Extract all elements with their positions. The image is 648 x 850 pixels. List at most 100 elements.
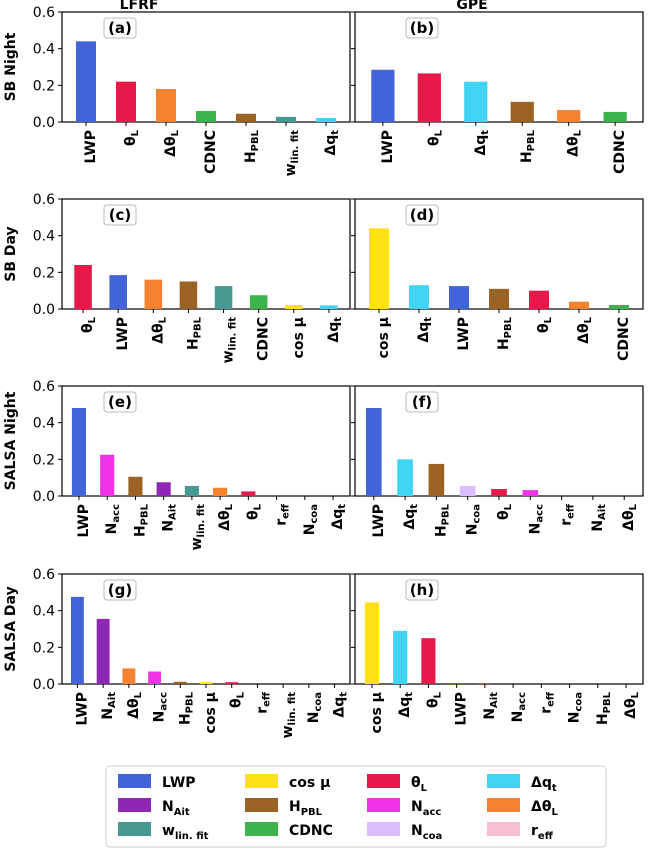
panel-tag-box: [103, 204, 137, 226]
bar-thL: [529, 290, 549, 309]
bar-CDNC: [609, 304, 629, 309]
panel-d: (d) cos μ Δqt LWP HPBL θL ΔθL CDNC: [351, 198, 644, 361]
panel-c: 0.0 0.2 0.4 0.6 SB Day (c) θL LWP ΔθL HPBL wlin. f…: [3, 192, 351, 364]
panel-b: (b) LWP θL Δqt HPBL ΔθL CDNC: [351, 11, 644, 174]
panel-tag-box: [103, 391, 137, 413]
bar-dthL: [213, 487, 228, 496]
xtick-label-NAit: NAit: [590, 504, 608, 532]
legend-label-HPBL: HPBL: [289, 799, 323, 818]
ytick-label: 0.6: [33, 379, 55, 395]
xtick-label-Ncoa: Ncoa: [306, 692, 324, 723]
bar-HPBL: [128, 476, 143, 496]
column-title-gpe: GPE: [456, 0, 487, 13]
xtick-label-Ncoa: Ncoa: [302, 504, 320, 535]
xtick-label-dthL: ΔθL: [576, 316, 594, 343]
xtick-label-wlin: wlin. fit: [189, 504, 207, 551]
legend-label-dthL: ΔθL: [531, 799, 558, 818]
panel-tag-box: [405, 17, 439, 39]
bar-CDNC: [603, 111, 627, 122]
panel-tag: (g): [108, 581, 132, 599]
ytick-label: 0.0: [33, 115, 55, 131]
bar-NAit: [477, 683, 492, 684]
panels: 0.0 0.2 0.4 0.6 SB Night (a) LWP θL ΔθL CDNC HPBL w…: [3, 5, 644, 738]
xtick-label-dthL: ΔθL: [150, 316, 168, 343]
panel-tag-box: [405, 204, 439, 226]
xtick-label-dqt: Δqt: [326, 317, 344, 343]
xtick-label-HPBL: HPBL: [595, 691, 613, 725]
panel-f: (f) LWP Δqt HPBL Ncoa θL Nacc reff NAit ΔθL: [351, 385, 644, 538]
legend-swatch-Nacc: [367, 798, 400, 812]
panel-e: 0.0 0.2 0.4 0.6 SALSA Night (e) LWP Nacc HPBL NAi…: [3, 379, 351, 551]
legend-swatch-cosmu: [245, 774, 278, 788]
ytick-label: 0.2: [33, 452, 55, 468]
bar-HPBL: [179, 281, 198, 309]
panel-tag: (e): [108, 393, 132, 411]
panel-tag: (c): [109, 206, 132, 224]
bar-wlin: [184, 485, 199, 496]
ytick-label: 0.0: [33, 302, 55, 318]
bar-thL: [241, 491, 256, 496]
xtick-label-thL: θL: [496, 503, 514, 520]
xtick-label-dthL: ΔθL: [623, 691, 641, 718]
xtick-label-thL: θL: [426, 129, 444, 146]
legend-swatch-reff: [487, 822, 520, 836]
bar-dqt: [393, 630, 408, 684]
ytick-label: 0.2: [33, 265, 55, 281]
bar-dqt: [320, 305, 338, 309]
bar-LWP: [71, 408, 86, 496]
bar-thL: [74, 265, 92, 309]
bar-thL: [421, 638, 436, 684]
panel-tag-box: [405, 391, 439, 413]
panel-tag: (d): [410, 206, 434, 224]
bar-dthL: [122, 668, 136, 684]
ytick-label: 0.6: [33, 5, 55, 21]
xtick-label-CDNC: CDNC: [203, 130, 219, 174]
legend: LWP cos μ θL Δqt NAit HPBL Nacc ΔθL wlin. fit CDN…: [105, 765, 607, 848]
xtick-label-Nacc: Nacc: [510, 692, 528, 722]
xtick-label-reff: reff: [254, 691, 272, 714]
bar-LWP: [109, 275, 127, 309]
bar-CDNC: [249, 295, 268, 309]
row-label: SALSA Day: [3, 586, 19, 671]
xtick-label-HPBL: HPBL: [496, 316, 514, 350]
xtick-label-thL: θL: [80, 316, 98, 333]
bar-cosmu: [285, 304, 303, 309]
legend-swatch-thL: [367, 774, 400, 788]
axes-frame: [61, 198, 351, 310]
xtick-label-CDNC: CDNC: [612, 130, 628, 174]
panel-a: 0.0 0.2 0.4 0.6 SB Night (a) LWP θL ΔθL CDNC HPBL w…: [3, 5, 351, 177]
bar-dqt: [464, 81, 488, 122]
xtick-label-HPBL: HPBL: [185, 316, 203, 350]
bar-dqt: [409, 285, 429, 309]
bar-HPBL: [236, 113, 256, 122]
ytick-label: 0.4: [33, 42, 55, 58]
xtick-label-LWP: LWP: [115, 317, 131, 351]
bar-cosmu: [364, 602, 379, 684]
bar-LWP: [365, 408, 382, 496]
axes-frame: [354, 573, 644, 685]
legend-swatch-CDNC: [245, 822, 278, 836]
bar-Ncoa: [459, 485, 476, 496]
panel-tag-box: [103, 579, 137, 601]
legend-label-LWP: LWP: [162, 775, 196, 791]
xtick-label-dthL: ΔθL: [566, 129, 584, 156]
legend-label-CDNC: CDNC: [289, 823, 333, 839]
xtick-label-NAit: NAit: [100, 692, 118, 720]
xtick-label-LWP: LWP: [83, 130, 99, 164]
bar-cosmu: [199, 682, 213, 684]
legend-label-wlin: wlin. fit: [162, 823, 209, 842]
bar-dqt: [316, 117, 336, 122]
xtick-label-thL: θL: [536, 316, 554, 333]
panel-tag: (h): [410, 581, 434, 599]
bar-thL: [116, 81, 136, 122]
row-label: SALSA Night: [3, 391, 19, 490]
bar-LWP: [76, 41, 96, 123]
xtick-label-LWP: LWP: [76, 504, 92, 538]
legend-swatch-LWP: [118, 774, 151, 788]
xtick-label-Ncoa: Ncoa: [567, 692, 585, 723]
bar-HPBL: [428, 463, 445, 496]
xtick-label-wlin: wlin. fit: [283, 130, 301, 177]
xtick-label-wlin: wlin. fit: [221, 317, 239, 364]
panel-tag-box: [405, 579, 439, 601]
xtick-label-LWP: LWP: [380, 130, 396, 164]
